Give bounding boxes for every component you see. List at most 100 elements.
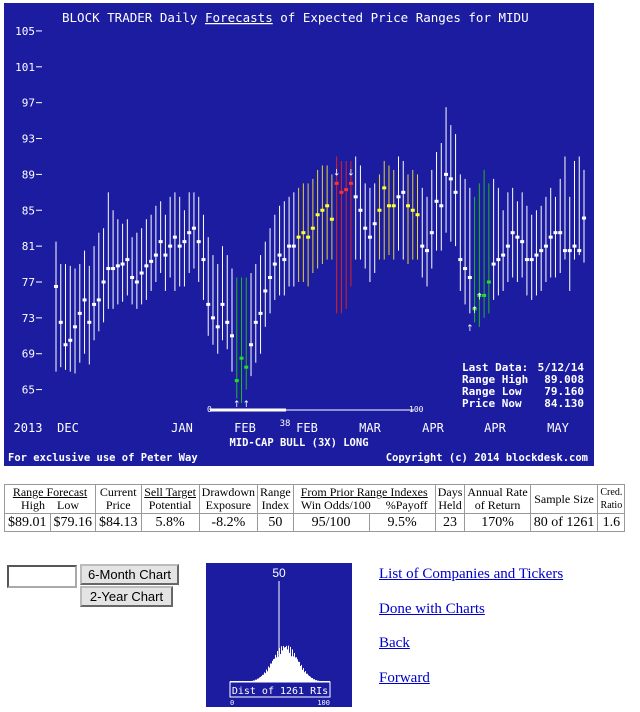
price-dot [125, 258, 130, 262]
prior-indexes-link[interactable]: From Prior Range Indexes [300, 485, 428, 499]
y-axis: 105 101 97 93 89 85 81 77 73 69 65 [15, 25, 42, 397]
price-dot [153, 253, 158, 257]
prior-indexes-header: From Prior Range Indexes Win Odds/100 %Pa… [292, 484, 436, 514]
back-link[interactable]: Back [379, 635, 410, 651]
index-value: 50 [257, 513, 294, 532]
index-zero-label: 0 [207, 405, 212, 414]
price-dot [277, 253, 282, 257]
y-tick-label: 101 [15, 61, 35, 74]
exposure-label: Exposure [205, 498, 251, 512]
range-high-value: 89.008 [544, 373, 584, 386]
two-year-chart-button[interactable]: 2-Year Chart [80, 586, 173, 607]
days-held-header: Days Held [434, 484, 466, 514]
six-month-chart-button[interactable]: 6-Month Chart [80, 564, 179, 585]
price-dot [272, 262, 277, 266]
histogram-bar [296, 657, 297, 682]
price-dot [296, 235, 301, 239]
range-low-label: Range Low [462, 385, 522, 398]
histogram-bar [312, 678, 313, 682]
price-value: $84.13 [95, 513, 142, 532]
up-arrow: ↑ [242, 400, 250, 410]
price-dot [463, 267, 468, 271]
last-data-value: 5/12/14 [538, 361, 585, 374]
price-dot [344, 188, 349, 192]
price-dot [358, 208, 363, 212]
y-tick-label: 93 [22, 133, 35, 146]
histogram-bar [303, 668, 304, 682]
exclusive-use-note: For exclusive use of Peter Way [8, 452, 198, 464]
price-dot [263, 289, 268, 293]
low-value: $79.16 [49, 513, 96, 532]
chart-subtitle: MID-CAP BULL (3X) LONG [229, 437, 368, 449]
histogram-caption-box [229, 681, 331, 698]
win-odds-label: Win Odds/100 [300, 498, 371, 512]
histogram-bar [293, 656, 294, 682]
price-dot [339, 190, 344, 194]
price-dot [377, 208, 382, 212]
ticker-input[interactable] [7, 565, 77, 588]
last-data-box: Last Data: 5/12/14 Range High 89.008 Ran… [462, 361, 584, 410]
price-dot [472, 307, 477, 311]
histogram-bar [265, 673, 266, 682]
price-dot [320, 208, 325, 212]
done-with-charts-link[interactable]: Done with Charts [379, 601, 485, 617]
histogram-bar [267, 671, 268, 682]
potential-value: 5.8% [140, 513, 200, 532]
histogram-bar [317, 680, 318, 682]
forward-link[interactable]: Forward [379, 670, 430, 686]
histogram-bar [291, 656, 292, 682]
histogram-bar [316, 680, 317, 682]
histogram-bar [318, 680, 319, 682]
histogram-bar [256, 679, 257, 682]
price-dot [106, 267, 111, 271]
price-dot [244, 365, 249, 369]
forecasts-link[interactable]: Forecasts [205, 10, 273, 25]
price-dot [172, 235, 177, 239]
histogram-bar [272, 660, 273, 682]
stats-table: Range Forecast High Low Current Price Sell… [4, 484, 626, 532]
price-dot [82, 298, 87, 302]
price-dot [453, 190, 458, 194]
histogram-bar [301, 664, 302, 682]
x-axis: 2013 DEC JAN FEB FEB MAR APR APR MAY 0 100 38 [14, 405, 570, 435]
range-forecast-link[interactable]: Range Forecast [12, 485, 88, 499]
list-companies-link[interactable]: List of Companies and Tickers [379, 566, 564, 582]
histogram-bar [257, 678, 258, 682]
signal-arrows: ↑ ↑↓ ↓↑↑↑ [233, 169, 483, 410]
histogram-bar [287, 649, 288, 682]
histogram-bar [274, 658, 275, 682]
price-dot [434, 199, 439, 203]
y-tick-label: 105 [15, 25, 35, 38]
histogram-bar [309, 676, 310, 682]
annual-rate-header: Annual Rate of Return [464, 484, 531, 514]
range-index-header: Range Index [257, 484, 294, 514]
price-dot [577, 249, 582, 253]
cred-value: 1.6 [597, 513, 626, 532]
histogram-bar [262, 674, 263, 682]
x-month-label: FEB [234, 421, 256, 435]
range-high-label: Range High [462, 373, 528, 386]
price-dot [234, 379, 239, 383]
histogram-bars [230, 645, 330, 682]
price-dot [524, 258, 529, 262]
current-price-header: Current Price [95, 484, 142, 514]
histogram-bar [252, 680, 253, 682]
histogram-bar [298, 661, 299, 682]
histogram-bar [275, 654, 276, 682]
y-tick-label: 65 [22, 384, 35, 397]
of-return-label: of Return [474, 498, 521, 512]
exposure-value: -8.2% [198, 513, 259, 532]
price-dot [87, 320, 92, 324]
price-dot [582, 216, 586, 220]
price-dot [486, 280, 491, 284]
sell-target-link[interactable]: Sell Target [144, 485, 196, 499]
price-dot [515, 235, 520, 239]
annual-rate-label: Annual Rate [467, 485, 528, 499]
histogram-axis-min: 0 [230, 699, 234, 707]
sample-value: 80 of 1261 [529, 513, 599, 532]
histogram-caption: Dist of 1261 RIs [232, 686, 328, 697]
price-dot [558, 231, 563, 235]
price-dot [425, 249, 430, 253]
price-dot [225, 320, 230, 324]
y-tick-label: 69 [22, 348, 35, 361]
